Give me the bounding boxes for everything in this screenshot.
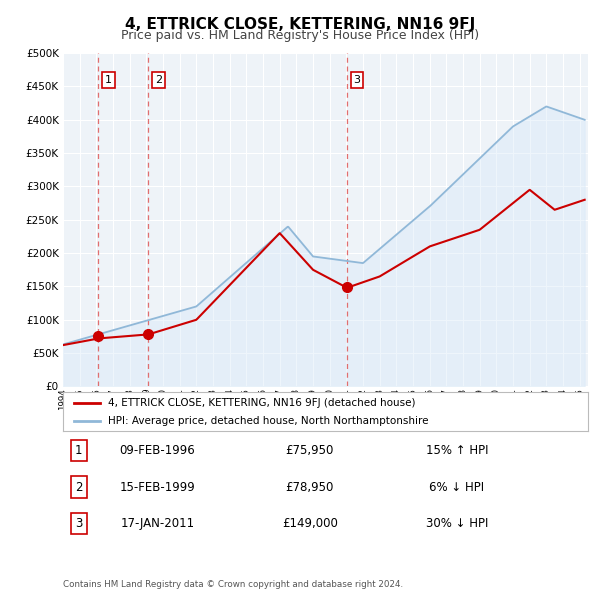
Text: £149,000: £149,000 — [282, 517, 338, 530]
Text: Contains HM Land Registry data © Crown copyright and database right 2024.
This d: Contains HM Land Registry data © Crown c… — [63, 580, 403, 590]
Text: 3: 3 — [353, 75, 361, 85]
Text: Price paid vs. HM Land Registry's House Price Index (HPI): Price paid vs. HM Land Registry's House … — [121, 30, 479, 42]
Text: 2: 2 — [75, 480, 83, 494]
Text: 4, ETTRICK CLOSE, KETTERING, NN16 9FJ (detached house): 4, ETTRICK CLOSE, KETTERING, NN16 9FJ (d… — [107, 398, 415, 408]
Text: 6% ↓ HPI: 6% ↓ HPI — [429, 480, 484, 494]
Text: 15% ↑ HPI: 15% ↑ HPI — [425, 444, 488, 457]
Text: HPI: Average price, detached house, North Northamptonshire: HPI: Average price, detached house, Nort… — [107, 416, 428, 426]
Text: £78,950: £78,950 — [286, 480, 334, 494]
Text: 17-JAN-2011: 17-JAN-2011 — [121, 517, 194, 530]
Text: 2: 2 — [155, 75, 162, 85]
Text: 4, ETTRICK CLOSE, KETTERING, NN16 9FJ: 4, ETTRICK CLOSE, KETTERING, NN16 9FJ — [125, 17, 475, 31]
Text: 30% ↓ HPI: 30% ↓ HPI — [425, 517, 488, 530]
Text: 1: 1 — [105, 75, 112, 85]
Text: 09-FEB-1996: 09-FEB-1996 — [119, 444, 196, 457]
Text: 3: 3 — [75, 517, 82, 530]
Text: 15-FEB-1999: 15-FEB-1999 — [119, 480, 196, 494]
Text: £75,950: £75,950 — [286, 444, 334, 457]
Text: 1: 1 — [75, 444, 83, 457]
